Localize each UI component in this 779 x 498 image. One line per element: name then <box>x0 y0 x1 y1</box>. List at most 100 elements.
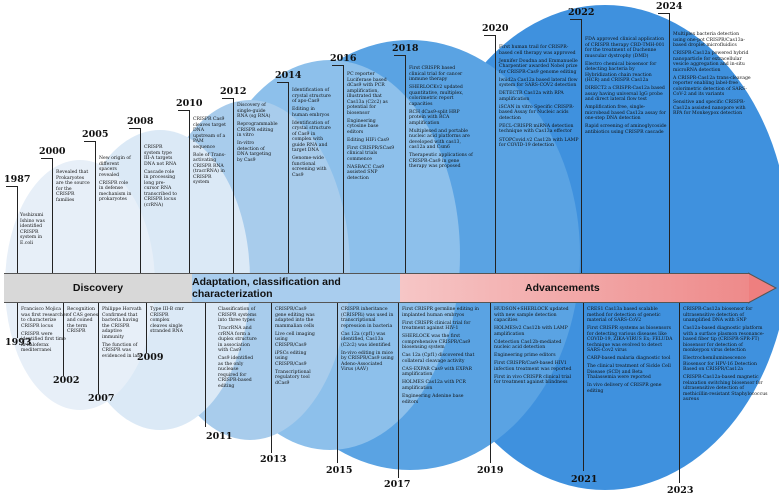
event-text: CRISPR were identified first time in hal… <box>21 331 66 354</box>
event-block-2010: CRISPR Cas9 cleaves target DNA upstream … <box>193 117 227 188</box>
line-2023 <box>679 303 680 483</box>
event-text: Multiplex bacteria detection using one-p… <box>673 32 745 48</box>
event-text: Recognition of CAS genes and coined the … <box>67 307 99 334</box>
event-text: Classification of CRISPR systems into th… <box>218 307 257 323</box>
event-text: Amplification free, single-microbead bas… <box>585 105 666 122</box>
event-text: CARP-based malaria diagnostic tool <box>587 356 671 362</box>
event-text: Multiplexed and portable nucleic acid pl… <box>409 128 470 151</box>
event-text: HOLMESv2 Cas12b with LAMP amplification <box>494 326 568 337</box>
event-text: CRISPR role in defense mechanism in prok… <box>99 180 132 203</box>
year-2000: 2000 <box>39 146 66 157</box>
line-2019 <box>490 303 491 463</box>
event-block-2005: New origin of different spacers revealed… <box>99 156 132 205</box>
line-2011 <box>205 303 206 427</box>
year-2002: 2002 <box>53 375 80 386</box>
line-2018 <box>405 55 406 273</box>
line-2013 <box>271 303 272 453</box>
event-text: In-vitro detection of DNA targeting by C… <box>237 141 272 163</box>
event-text: TracrRNA and crRNA form a duplex structu… <box>218 326 257 354</box>
event-text: Engineering cytosine base editors <box>347 118 379 135</box>
line-2014 <box>288 82 289 273</box>
line-2022 <box>581 19 582 273</box>
line-1993 <box>17 303 18 338</box>
event-text: Revealed that Prokaryotes are the source… <box>56 170 90 203</box>
event-block-2018: First CRISPR based clinical trial for ca… <box>409 66 473 172</box>
event-text: CRISPR-Cas12a powered hybrid nanoparticl… <box>673 51 749 73</box>
year-2024: 2024 <box>656 1 683 12</box>
event-text: Engineering Adenine base editors <box>402 394 464 405</box>
timeline-arrowhead <box>748 272 778 304</box>
event-text: Editing HIFi Cas9 <box>347 137 389 143</box>
event-text: A CRISPR-Cas12a trans-cleavage reporter … <box>673 75 751 98</box>
phase-label-advancements-overlay: Advancements <box>525 282 600 294</box>
event-text: CRISPR inheritance (CRISPRi) was used in… <box>341 307 394 329</box>
event-text: Francisco Mojica was first researcher to… <box>21 307 68 329</box>
event-text: SHERLOCKv2 updated quantitative, multipl… <box>409 85 464 107</box>
year-1993: 1993 <box>5 337 32 348</box>
year-1987: 1987 <box>4 174 31 185</box>
event-text: Editing in human embryos <box>292 107 330 118</box>
phase-band-discovery: Discovery <box>4 273 192 303</box>
event-block-2007: Philippe Horvath Confirmed that bacteria… <box>102 307 142 362</box>
event-text: Genome-wide functional screening with Ca… <box>292 156 327 178</box>
event-text: First CRISPR/Cas9-based HIV1 infection t… <box>494 361 572 372</box>
year-2007: 2007 <box>88 393 115 404</box>
tick-2020 <box>484 35 496 36</box>
line-2000 <box>52 158 53 273</box>
event-text: Reprogrammable CRISPR editing in vitro <box>237 122 278 139</box>
event-text: Therapeutic applications of CRISPR-Cas9 … <box>409 153 473 170</box>
event-block-2016: PC reporter Luciferase based dCas9 with … <box>347 72 395 184</box>
year-2014: 2014 <box>275 70 302 81</box>
event-text: CRES1 Cas13a based scalable method for d… <box>587 307 661 323</box>
tick-2016 <box>332 65 344 66</box>
year-2010: 2010 <box>176 98 203 109</box>
year-2015: 2015 <box>326 465 353 476</box>
year-2017: 2017 <box>384 479 411 490</box>
event-block-2021: CRES1 Cas13a based scalable method for d… <box>587 307 673 397</box>
year-2011: 2011 <box>206 431 233 442</box>
event-block-2023: CRISPR-Cas12a biosensor for ultrasensiti… <box>683 307 769 405</box>
event-text: SHERLOCK was the first comprehensive CRI… <box>402 334 471 351</box>
event-text: CRISPR-Cas12a-based magnetic relaxation … <box>683 375 768 403</box>
event-block-2009: Type III-B cmr CRISPR complex cleaves si… <box>150 307 184 337</box>
event-block-2013: CRISPR/Cas9 gene editing was adapted int… <box>275 307 315 389</box>
event-text: Yoshizumi Ishino was identified CRISPR s… <box>20 213 45 246</box>
advancements-gradient <box>400 274 749 302</box>
event-block-2015: CRISPR inheritance (CRISPRi) was used in… <box>341 307 395 375</box>
event-text: First CRISPR germline editing in implant… <box>402 307 479 318</box>
event-text: DIRECT2 a CRISPR-Cas12a based assay havi… <box>585 86 665 103</box>
event-text: iPSCs editing using CRISPR/Cas9 <box>275 350 307 367</box>
event-text: Rapid screening of aminoglycoside antibi… <box>585 124 667 135</box>
event-text: FDA approved clinical application of CRI… <box>585 37 665 59</box>
event-text: Cas12a-based diagnostic platform with a … <box>683 326 765 354</box>
event-text: First CRISPR based clinical trial for ca… <box>409 66 463 82</box>
line-2009 <box>146 303 147 353</box>
event-block-2002: Recognition of CAS genes and coined the … <box>67 307 100 337</box>
year-2019: 2019 <box>477 465 504 476</box>
event-text: Electrochemiluminescence Biosensor for H… <box>683 356 757 373</box>
year-2016: 2016 <box>330 53 357 64</box>
event-text: Philippe Horvath Confirmed that bacteria… <box>102 307 142 340</box>
line-2007 <box>98 303 99 394</box>
event-text: In-vivo editing in mice by CRISPR/Cas9 u… <box>341 350 394 373</box>
event-text: First CRISPR systems as biosensors for d… <box>587 326 673 354</box>
event-block-2017: First CRISPR germline editing in implant… <box>402 307 480 408</box>
line-2010 <box>189 110 190 273</box>
event-block-2012: Discovery of single-guide RNA (sg RNA) R… <box>237 103 278 166</box>
event-block-2014: Identification of crystal structure of a… <box>292 88 332 181</box>
event-text: Cas 12a (Cpf1) discovered that collatera… <box>402 353 475 364</box>
line-1987 <box>17 186 18 273</box>
event-text: CRISPR Cas9 cleaves target DNA upstream … <box>193 117 226 150</box>
line-2021 <box>583 303 584 471</box>
event-text: RCH dCas9-split HRP protein with RCA amp… <box>409 109 460 126</box>
event-block-2011: Classification of CRISPR systems into th… <box>218 307 258 392</box>
year-2020: 2020 <box>482 23 509 34</box>
line-2015 <box>337 303 338 463</box>
line-2016 <box>343 65 344 273</box>
event-text: PECL-CRISPR miRNA detection technique wi… <box>499 123 574 135</box>
tick-2018 <box>394 55 406 56</box>
event-text: DETECTR Cas12a with RPA amplification <box>499 91 564 102</box>
event-text: New origin of different spacers revealed <box>99 156 131 178</box>
event-text: iSCAN in vitro Specific CRISPR-based Ass… <box>499 104 575 121</box>
